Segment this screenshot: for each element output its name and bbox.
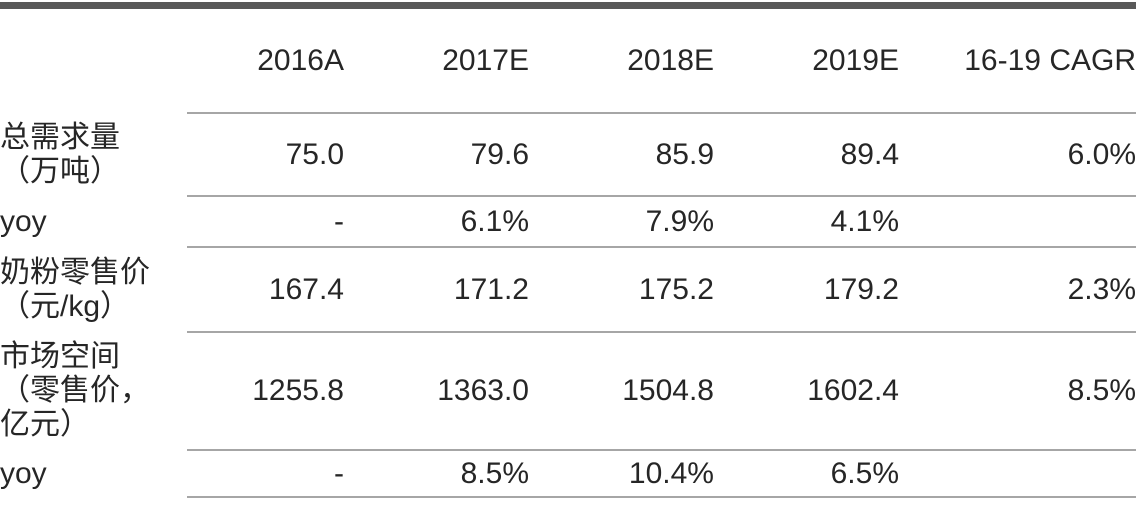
cell-demand-2019e: 89.4 — [714, 113, 899, 197]
cell-market-cagr: 8.5% — [899, 332, 1136, 451]
row-label-market-size: 市场空间 （零售价， 亿元） — [0, 340, 150, 441]
row-label-retail-price: 奶粉零售价 （元/kg） — [0, 255, 150, 323]
column-header-2016a: 2016A — [187, 9, 344, 114]
column-header-2018e: 2018E — [529, 9, 714, 114]
row-label-market-yoy: yoy — [0, 456, 47, 490]
header-row: 2016A 2017E 2018E 2019E 16-19 CAGR — [0, 9, 1136, 114]
cell-demand-yoy-2016a: - — [187, 196, 344, 248]
cell-market-2018e: 1504.8 — [529, 332, 714, 451]
table-row-market-yoy: yoy - 8.5% 10.4% 6.5% — [0, 450, 1136, 498]
column-header-cagr: 16-19 CAGR — [899, 9, 1136, 114]
cell-market-yoy-2019e: 6.5% — [714, 450, 899, 498]
column-header-2017e: 2017E — [344, 9, 529, 114]
cell-market-yoy-2018e: 10.4% — [529, 450, 714, 498]
column-header-2019e: 2019E — [714, 9, 899, 114]
cell-demand-2017e: 79.6 — [344, 113, 529, 197]
cell-demand-cagr: 6.0% — [899, 113, 1136, 197]
market-size-table: 2016A 2017E 2018E 2019E 16-19 CAGR 总需求量 … — [0, 9, 1136, 498]
table-row-total-demand: 总需求量 （万吨） 75.0 79.6 85.9 89.4 6.0% — [0, 113, 1136, 197]
cell-market-2017e: 1363.0 — [344, 332, 529, 451]
cell-price-cagr: 2.3% — [899, 247, 1136, 333]
cell-market-yoy-2016a: - — [187, 450, 344, 498]
row-label-demand-yoy: yoy — [0, 204, 47, 238]
cell-market-2016a: 1255.8 — [187, 332, 344, 451]
cell-demand-yoy-cagr — [899, 196, 1136, 248]
table-top-rule — [0, 2, 1136, 9]
cell-price-2018e: 175.2 — [529, 247, 714, 333]
cell-demand-yoy-2017e: 6.1% — [344, 196, 529, 248]
table-row-demand-yoy: yoy - 6.1% 7.9% 4.1% — [0, 196, 1136, 248]
cell-demand-2016a: 75.0 — [187, 113, 344, 197]
cell-price-2019e: 179.2 — [714, 247, 899, 333]
table-row-market-size: 市场空间 （零售价， 亿元） 1255.8 1363.0 1504.8 1602… — [0, 332, 1136, 451]
row-label-total-demand: 总需求量 （万吨） — [0, 120, 120, 188]
cell-price-2016a: 167.4 — [187, 247, 344, 333]
cell-demand-yoy-2019e: 4.1% — [714, 196, 899, 248]
cell-market-2019e: 1602.4 — [714, 332, 899, 451]
cell-demand-2018e: 85.9 — [529, 113, 714, 197]
table-row-retail-price: 奶粉零售价 （元/kg） 167.4 171.2 175.2 179.2 2.3… — [0, 247, 1136, 333]
cell-market-yoy-cagr — [899, 450, 1136, 498]
cell-price-2017e: 171.2 — [344, 247, 529, 333]
cell-market-yoy-2017e: 8.5% — [344, 450, 529, 498]
header-blank-cell — [0, 9, 187, 113]
cell-demand-yoy-2018e: 7.9% — [529, 196, 714, 248]
